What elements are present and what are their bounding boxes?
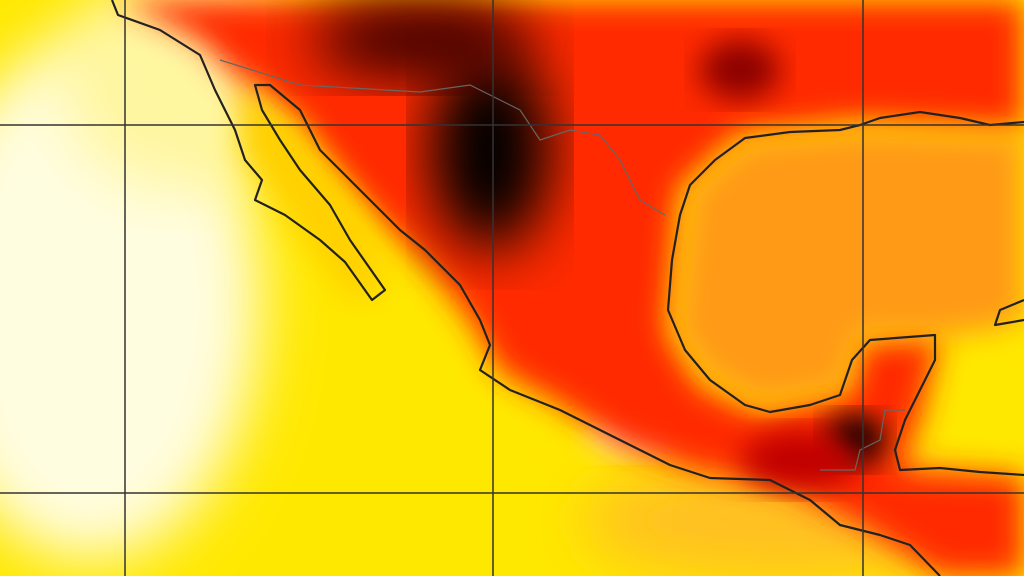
gulf-warm <box>675 130 1024 405</box>
borders <box>219 59 905 471</box>
hottest-region <box>430 50 550 250</box>
pacific-coast <box>110 0 941 576</box>
guatemala-border <box>820 409 905 471</box>
us-mexico-border <box>219 59 666 216</box>
cuba-coast <box>993 298 1024 327</box>
hot-region <box>700 40 780 100</box>
hot-region <box>740 430 860 490</box>
hottest-region <box>310 0 530 80</box>
